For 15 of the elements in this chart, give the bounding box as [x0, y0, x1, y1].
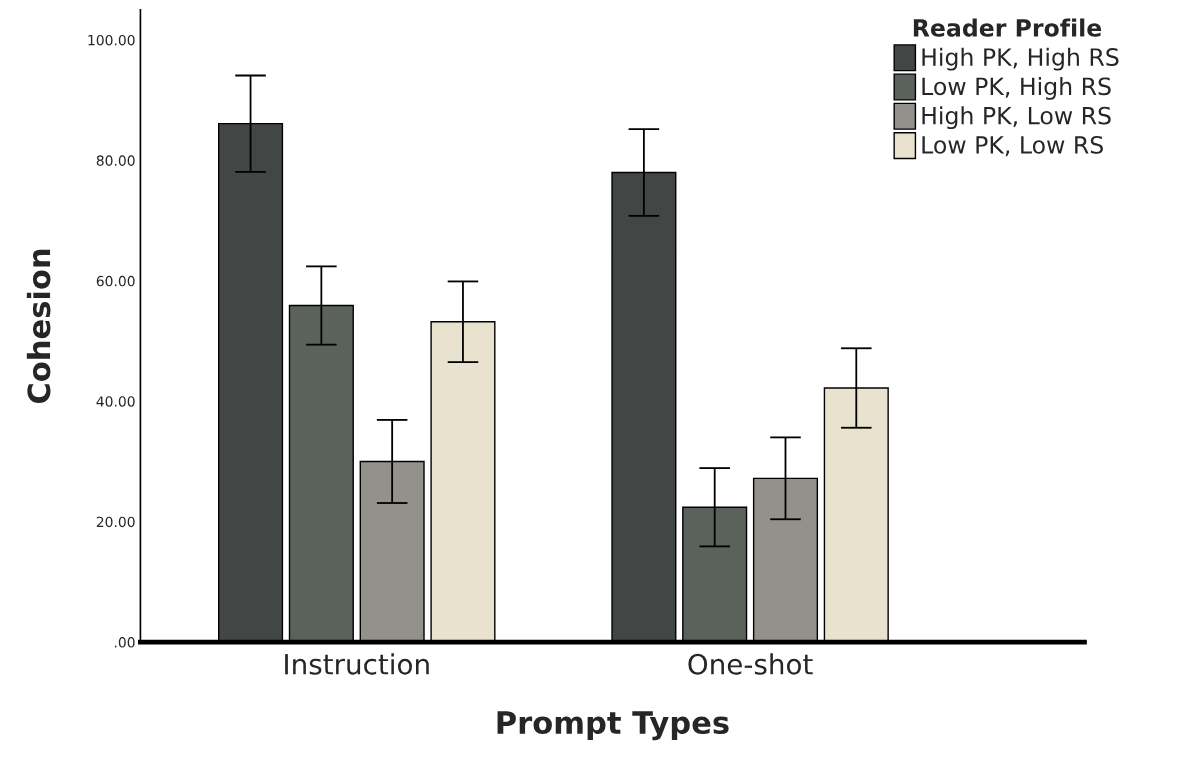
legend-label: High PK, Low RS	[922, 106, 1111, 130]
legend-label: Low PK, Low RS	[922, 135, 1103, 157]
y-tick-label: 100.00	[88, 34, 135, 46]
x-tick-label: One-shot	[688, 653, 813, 675]
legend-title: Reader Profile	[913, 18, 1102, 37]
y-tick-label: 60.00	[96, 275, 135, 287]
y-tick-label: .00	[114, 637, 135, 648]
y-tick-label: 40.00	[96, 396, 135, 407]
legend-label: Low PK, High RS	[922, 76, 1111, 100]
y-tick-label: 80.00	[96, 155, 135, 166]
y-tick-label: 20.00	[96, 516, 135, 528]
legend-label: High PK, High RS	[922, 47, 1119, 71]
y-axis-title: Cohesion	[26, 249, 51, 404]
x-axis-title: Prompt Types	[497, 711, 729, 741]
x-tick-label: Instruction	[285, 653, 429, 675]
